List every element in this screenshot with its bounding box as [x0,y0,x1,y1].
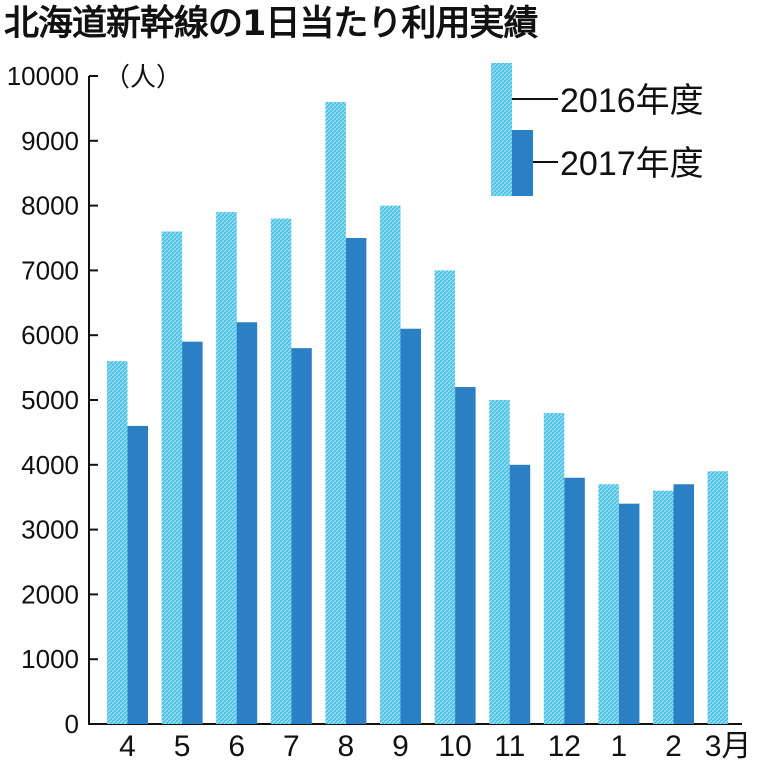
bar-2017 [564,477,585,724]
bar-2017 [618,503,640,724]
bar-2016 [107,361,128,724]
x-category-label: 10 [438,730,471,763]
x-category-label: 12 [548,730,581,763]
bar-2016 [216,212,237,724]
bar-2016 [598,484,619,724]
x-category-label: 11 [494,730,525,763]
x-category-label: 9 [392,730,409,763]
bar-2017 [127,425,148,724]
y-tick-label: 6000 [21,320,79,350]
y-tick-label: 9000 [21,126,79,156]
bar-2017 [182,341,203,724]
x-category-label: 1 [611,730,628,763]
bar-2016 [653,490,674,724]
bar-2016 [707,471,729,724]
bar-2017 [455,387,476,724]
x-category-label: 3月 [705,730,752,763]
bar-2016 [270,218,292,724]
legend-label-2016: 2016年度 [560,82,704,120]
x-category-label: 4 [119,730,136,763]
x-category-label: 2 [665,730,682,763]
y-tick-label: 3000 [21,515,79,545]
bar-2017 [345,238,367,724]
bar-2017 [509,464,531,724]
y-tick-label: 10000 [7,61,79,91]
y-unit-label: （人） [104,63,182,93]
bar-2016 [161,231,183,724]
legend-label-2017: 2017年度 [560,145,704,183]
bar-2016 [434,270,456,724]
y-tick-label: 7000 [21,255,79,285]
y-tick-label: 2000 [21,579,79,609]
bar-2017 [291,348,312,724]
y-tick-label: 8000 [21,191,79,221]
x-category-label: 8 [338,730,355,763]
legend-swatch-2016 [491,63,512,196]
chart-title: 北海道新幹線の1日当たり利用実績 [4,4,538,44]
legend-swatch-2017 [512,130,533,196]
y-tick-label: 4000 [21,450,79,480]
bar-2016 [543,412,565,724]
x-category-label: 7 [283,730,300,763]
bar-2016 [325,101,346,725]
y-tick-label: 0 [65,709,79,739]
bar-2017 [400,328,421,724]
x-category-label: 6 [228,730,245,763]
bar-2016 [380,205,401,725]
x-category-label: 5 [174,730,191,763]
bar-2017 [673,484,694,724]
bar-2016 [489,400,510,724]
bar-2017 [236,322,258,724]
y-tick-label: 1000 [21,644,79,674]
y-tick-label: 5000 [21,385,79,415]
